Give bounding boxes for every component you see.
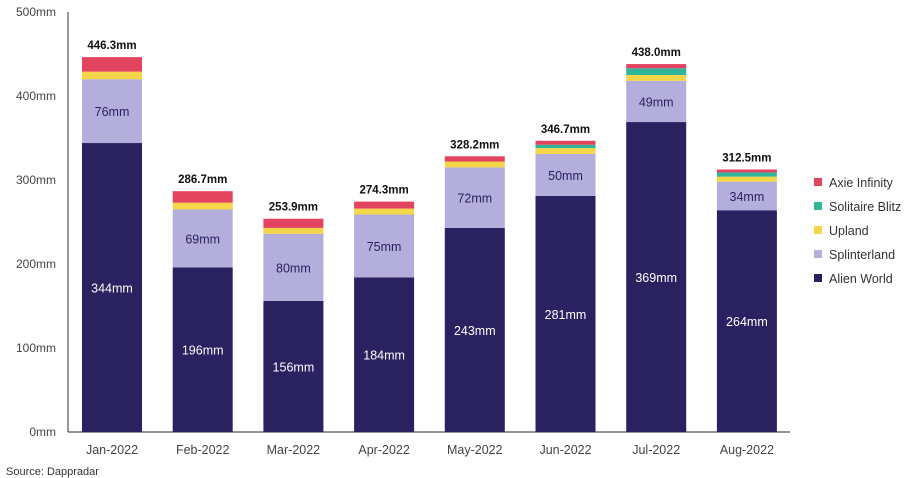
- x-tick-label: Aug-2022: [720, 443, 774, 457]
- bar-segment-solitaire-blitz: [535, 144, 596, 149]
- legend-label: Axie Infinity: [829, 176, 894, 190]
- legend-label: Solitaire Blitz: [829, 200, 901, 214]
- x-tick-label: Apr-2022: [358, 443, 409, 457]
- y-tick-label: 300mm: [16, 173, 56, 187]
- segment-label: 34mm: [730, 190, 765, 204]
- y-tick-label: 200mm: [16, 257, 56, 271]
- legend-swatch: [814, 274, 822, 282]
- bar-segment-alien-world: [535, 195, 596, 432]
- segment-label: 264mm: [726, 315, 768, 329]
- bar-segment-axie-infinity: [354, 201, 415, 209]
- bar-segment-alien-world: [172, 267, 233, 432]
- bar-segment-alien-world: [82, 143, 142, 433]
- segment-label: 69mm: [185, 232, 220, 246]
- bar-segment-alien-world: [354, 277, 415, 432]
- legend-swatch: [814, 226, 822, 234]
- bar-segment-axie-infinity: [172, 191, 233, 203]
- x-tick-label: Jan-2022: [86, 443, 138, 457]
- bar-segment-splinterland: [626, 80, 687, 123]
- bar-segment-axie-infinity: [716, 169, 777, 173]
- segment-label: 75mm: [367, 240, 402, 254]
- segment-label: 76mm: [95, 105, 130, 119]
- total-label: 438.0mm: [632, 47, 681, 59]
- x-tick-label: Jun-2022: [539, 443, 591, 457]
- bar-segment-upland: [263, 227, 324, 234]
- bar-segment-splinterland: [535, 153, 596, 196]
- bar-segment-solitaire-blitz: [626, 68, 687, 75]
- total-label: 286.7mm: [178, 174, 227, 186]
- segment-label: 156mm: [273, 360, 315, 374]
- bar-segment-upland: [172, 202, 233, 210]
- segment-label: 49mm: [639, 95, 674, 109]
- bar-segment-splinterland: [82, 79, 142, 144]
- y-tick-label: 400mm: [16, 89, 56, 103]
- total-label: 446.3mm: [87, 40, 136, 52]
- y-tick-label: 100mm: [16, 341, 56, 355]
- segment-label: 344mm: [91, 282, 133, 296]
- bar-segment-axie-infinity: [263, 218, 324, 228]
- bar-segment-axie-infinity: [535, 140, 596, 145]
- x-tick-label: Feb-2022: [176, 443, 230, 457]
- total-label: 328.2mm: [450, 139, 499, 151]
- segment-label: 80mm: [276, 261, 311, 275]
- bar-segment-splinterland: [444, 167, 505, 228]
- bar-segment-alien-world: [444, 227, 505, 432]
- bar-segment-alien-world: [716, 210, 777, 432]
- legend-label: Alien World: [829, 272, 893, 286]
- segment-label: 369mm: [635, 271, 677, 285]
- total-label: 346.7mm: [541, 124, 590, 136]
- bar-segment-upland: [354, 208, 415, 215]
- bar-segment-upland: [82, 71, 142, 80]
- segment-label: 281mm: [545, 308, 587, 322]
- x-tick-label: Jul-2022: [632, 443, 680, 457]
- x-tick-label: Mar-2022: [267, 443, 321, 457]
- bar-segment-splinterland: [263, 233, 324, 301]
- legend-swatch: [814, 178, 822, 186]
- bar-segment-splinterland: [172, 209, 233, 268]
- total-label: 312.5mm: [722, 153, 771, 165]
- y-tick-label: 500mm: [16, 5, 56, 19]
- y-tick-label: 0mm: [29, 425, 56, 439]
- total-label: 253.9mm: [269, 202, 318, 214]
- segment-label: 184mm: [363, 349, 405, 363]
- bar-segment-splinterland: [354, 214, 415, 278]
- bar-segment-axie-infinity: [444, 156, 505, 162]
- bar-segment-axie-infinity: [82, 57, 142, 72]
- legend-label: Upland: [829, 224, 869, 238]
- x-tick-label: May-2022: [447, 443, 503, 457]
- bar-segment-upland: [716, 176, 777, 182]
- bar-segment-upland: [626, 75, 687, 81]
- segment-label: 72mm: [457, 192, 492, 206]
- segment-label: 50mm: [548, 169, 583, 183]
- bar-segment-upland: [444, 161, 505, 168]
- legend-swatch: [814, 202, 822, 210]
- legend-label: Splinterland: [829, 248, 895, 262]
- bar-segment-axie-infinity: [626, 64, 687, 69]
- source-note: Source: Dappradar: [6, 466, 99, 478]
- bar-segment-alien-world: [626, 122, 687, 432]
- bar-segment-alien-world: [263, 300, 324, 432]
- legend-swatch: [814, 250, 822, 258]
- total-label: 274.3mm: [359, 185, 408, 197]
- bar-segment-upland: [535, 148, 596, 154]
- segment-label: 196mm: [182, 344, 224, 358]
- bar-segment-splinterland: [716, 181, 777, 211]
- bar-segment-solitaire-blitz: [716, 172, 777, 177]
- segment-label: 243mm: [454, 324, 496, 338]
